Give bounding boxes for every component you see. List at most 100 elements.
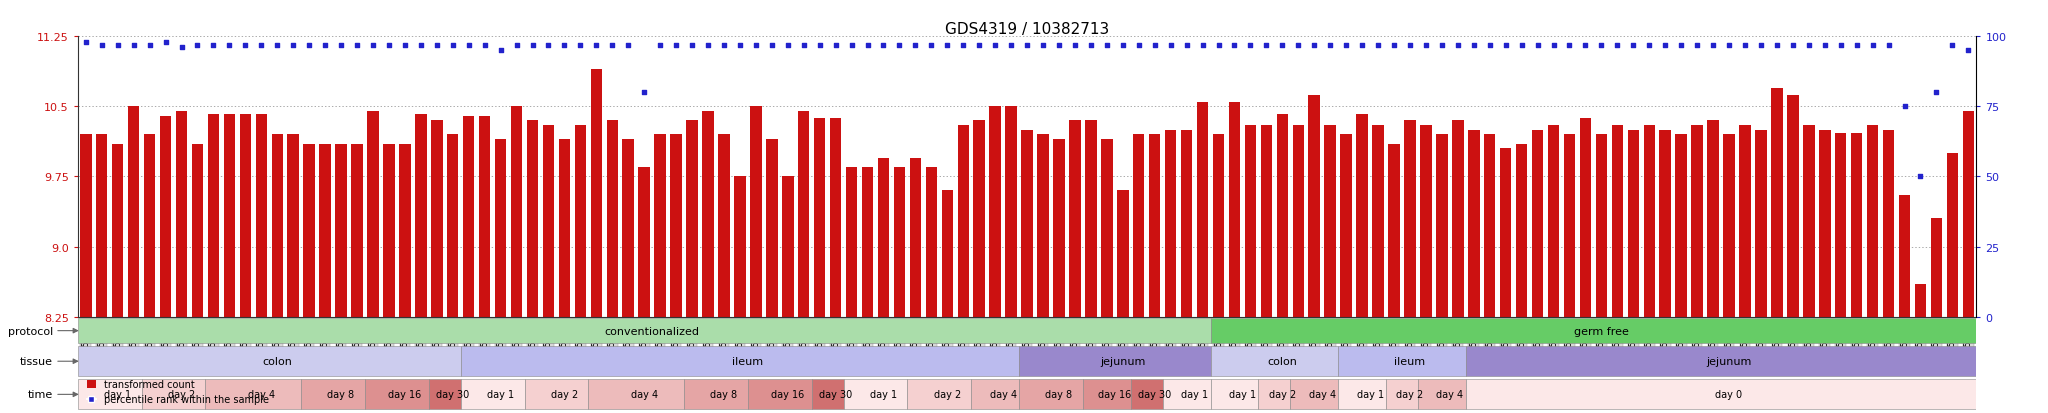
- Bar: [1835, 133, 1847, 317]
- Bar: [971, 380, 1020, 409]
- Bar: [1337, 380, 1386, 409]
- Text: day 2: day 2: [1268, 389, 1296, 399]
- Point: [1362, 42, 1395, 49]
- Bar: [78, 380, 141, 409]
- Bar: [428, 380, 461, 409]
- Point: [1505, 42, 1538, 49]
- Bar: [1915, 284, 1927, 317]
- Bar: [1565, 135, 1575, 317]
- Bar: [1130, 380, 1163, 409]
- Bar: [846, 168, 858, 317]
- Point: [246, 42, 279, 49]
- Point: [1346, 42, 1378, 49]
- Bar: [782, 177, 793, 317]
- Text: day 2: day 2: [934, 389, 961, 399]
- Point: [1169, 42, 1202, 49]
- Bar: [1389, 145, 1399, 317]
- Bar: [1645, 126, 1655, 317]
- Bar: [463, 116, 475, 317]
- Bar: [1309, 96, 1321, 317]
- Text: day 0: day 0: [1716, 389, 1743, 399]
- Text: day 30: day 30: [1139, 389, 1171, 399]
- Point: [532, 42, 565, 49]
- Point: [1315, 42, 1348, 49]
- Bar: [844, 380, 907, 409]
- Point: [1681, 42, 1714, 49]
- Point: [1425, 42, 1458, 49]
- Bar: [1020, 347, 1210, 376]
- Bar: [1372, 126, 1384, 317]
- Bar: [1229, 102, 1241, 317]
- Text: day 1: day 1: [1182, 389, 1208, 399]
- Bar: [1772, 88, 1782, 317]
- Bar: [623, 140, 635, 317]
- Point: [293, 42, 326, 49]
- Bar: [1675, 135, 1688, 317]
- Point: [756, 42, 788, 49]
- Text: day 16: day 16: [1098, 389, 1130, 399]
- Bar: [1196, 102, 1208, 317]
- Bar: [496, 140, 506, 317]
- Point: [469, 42, 502, 49]
- Point: [995, 42, 1028, 49]
- Point: [1712, 42, 1745, 49]
- Bar: [1116, 191, 1128, 317]
- Bar: [1245, 126, 1255, 317]
- Bar: [1436, 135, 1448, 317]
- Bar: [559, 140, 569, 317]
- Bar: [588, 380, 684, 409]
- Bar: [1163, 380, 1210, 409]
- Bar: [1659, 131, 1671, 317]
- Bar: [205, 380, 301, 409]
- Point: [580, 42, 612, 49]
- Bar: [606, 121, 618, 317]
- Bar: [1739, 126, 1751, 317]
- Bar: [1931, 219, 1942, 317]
- Bar: [1133, 135, 1145, 317]
- Point: [483, 48, 516, 55]
- Bar: [1356, 114, 1368, 317]
- Bar: [1419, 126, 1432, 317]
- Bar: [1337, 347, 1466, 376]
- Point: [1905, 174, 1937, 180]
- Point: [436, 42, 469, 49]
- Point: [899, 42, 932, 49]
- Point: [932, 42, 965, 49]
- Bar: [907, 380, 971, 409]
- Text: conventionalized: conventionalized: [604, 326, 700, 336]
- Bar: [958, 126, 969, 317]
- Bar: [684, 380, 748, 409]
- Point: [1298, 42, 1331, 49]
- Bar: [1182, 131, 1192, 317]
- Point: [340, 42, 373, 49]
- Point: [1538, 42, 1571, 49]
- Point: [1442, 42, 1475, 49]
- Text: ileum: ileum: [733, 356, 764, 366]
- Point: [786, 42, 819, 49]
- Bar: [1069, 121, 1081, 317]
- Bar: [1532, 131, 1544, 317]
- Point: [1473, 42, 1505, 49]
- Bar: [416, 114, 426, 317]
- Text: day 2: day 2: [551, 389, 578, 399]
- Point: [836, 42, 868, 49]
- Bar: [479, 116, 489, 317]
- Bar: [80, 135, 92, 317]
- Point: [150, 40, 182, 46]
- Point: [229, 42, 262, 49]
- Point: [260, 42, 293, 49]
- Point: [1952, 48, 1985, 55]
- Text: ileum: ileum: [1395, 356, 1425, 366]
- Bar: [1292, 126, 1305, 317]
- Bar: [1962, 112, 1974, 317]
- Point: [739, 42, 772, 49]
- Bar: [799, 112, 809, 317]
- Bar: [1948, 154, 1958, 317]
- Point: [629, 90, 662, 96]
- Bar: [461, 347, 1020, 376]
- Point: [356, 42, 389, 49]
- Point: [1458, 42, 1491, 49]
- Bar: [1516, 145, 1528, 317]
- Bar: [1499, 149, 1511, 317]
- Bar: [893, 168, 905, 317]
